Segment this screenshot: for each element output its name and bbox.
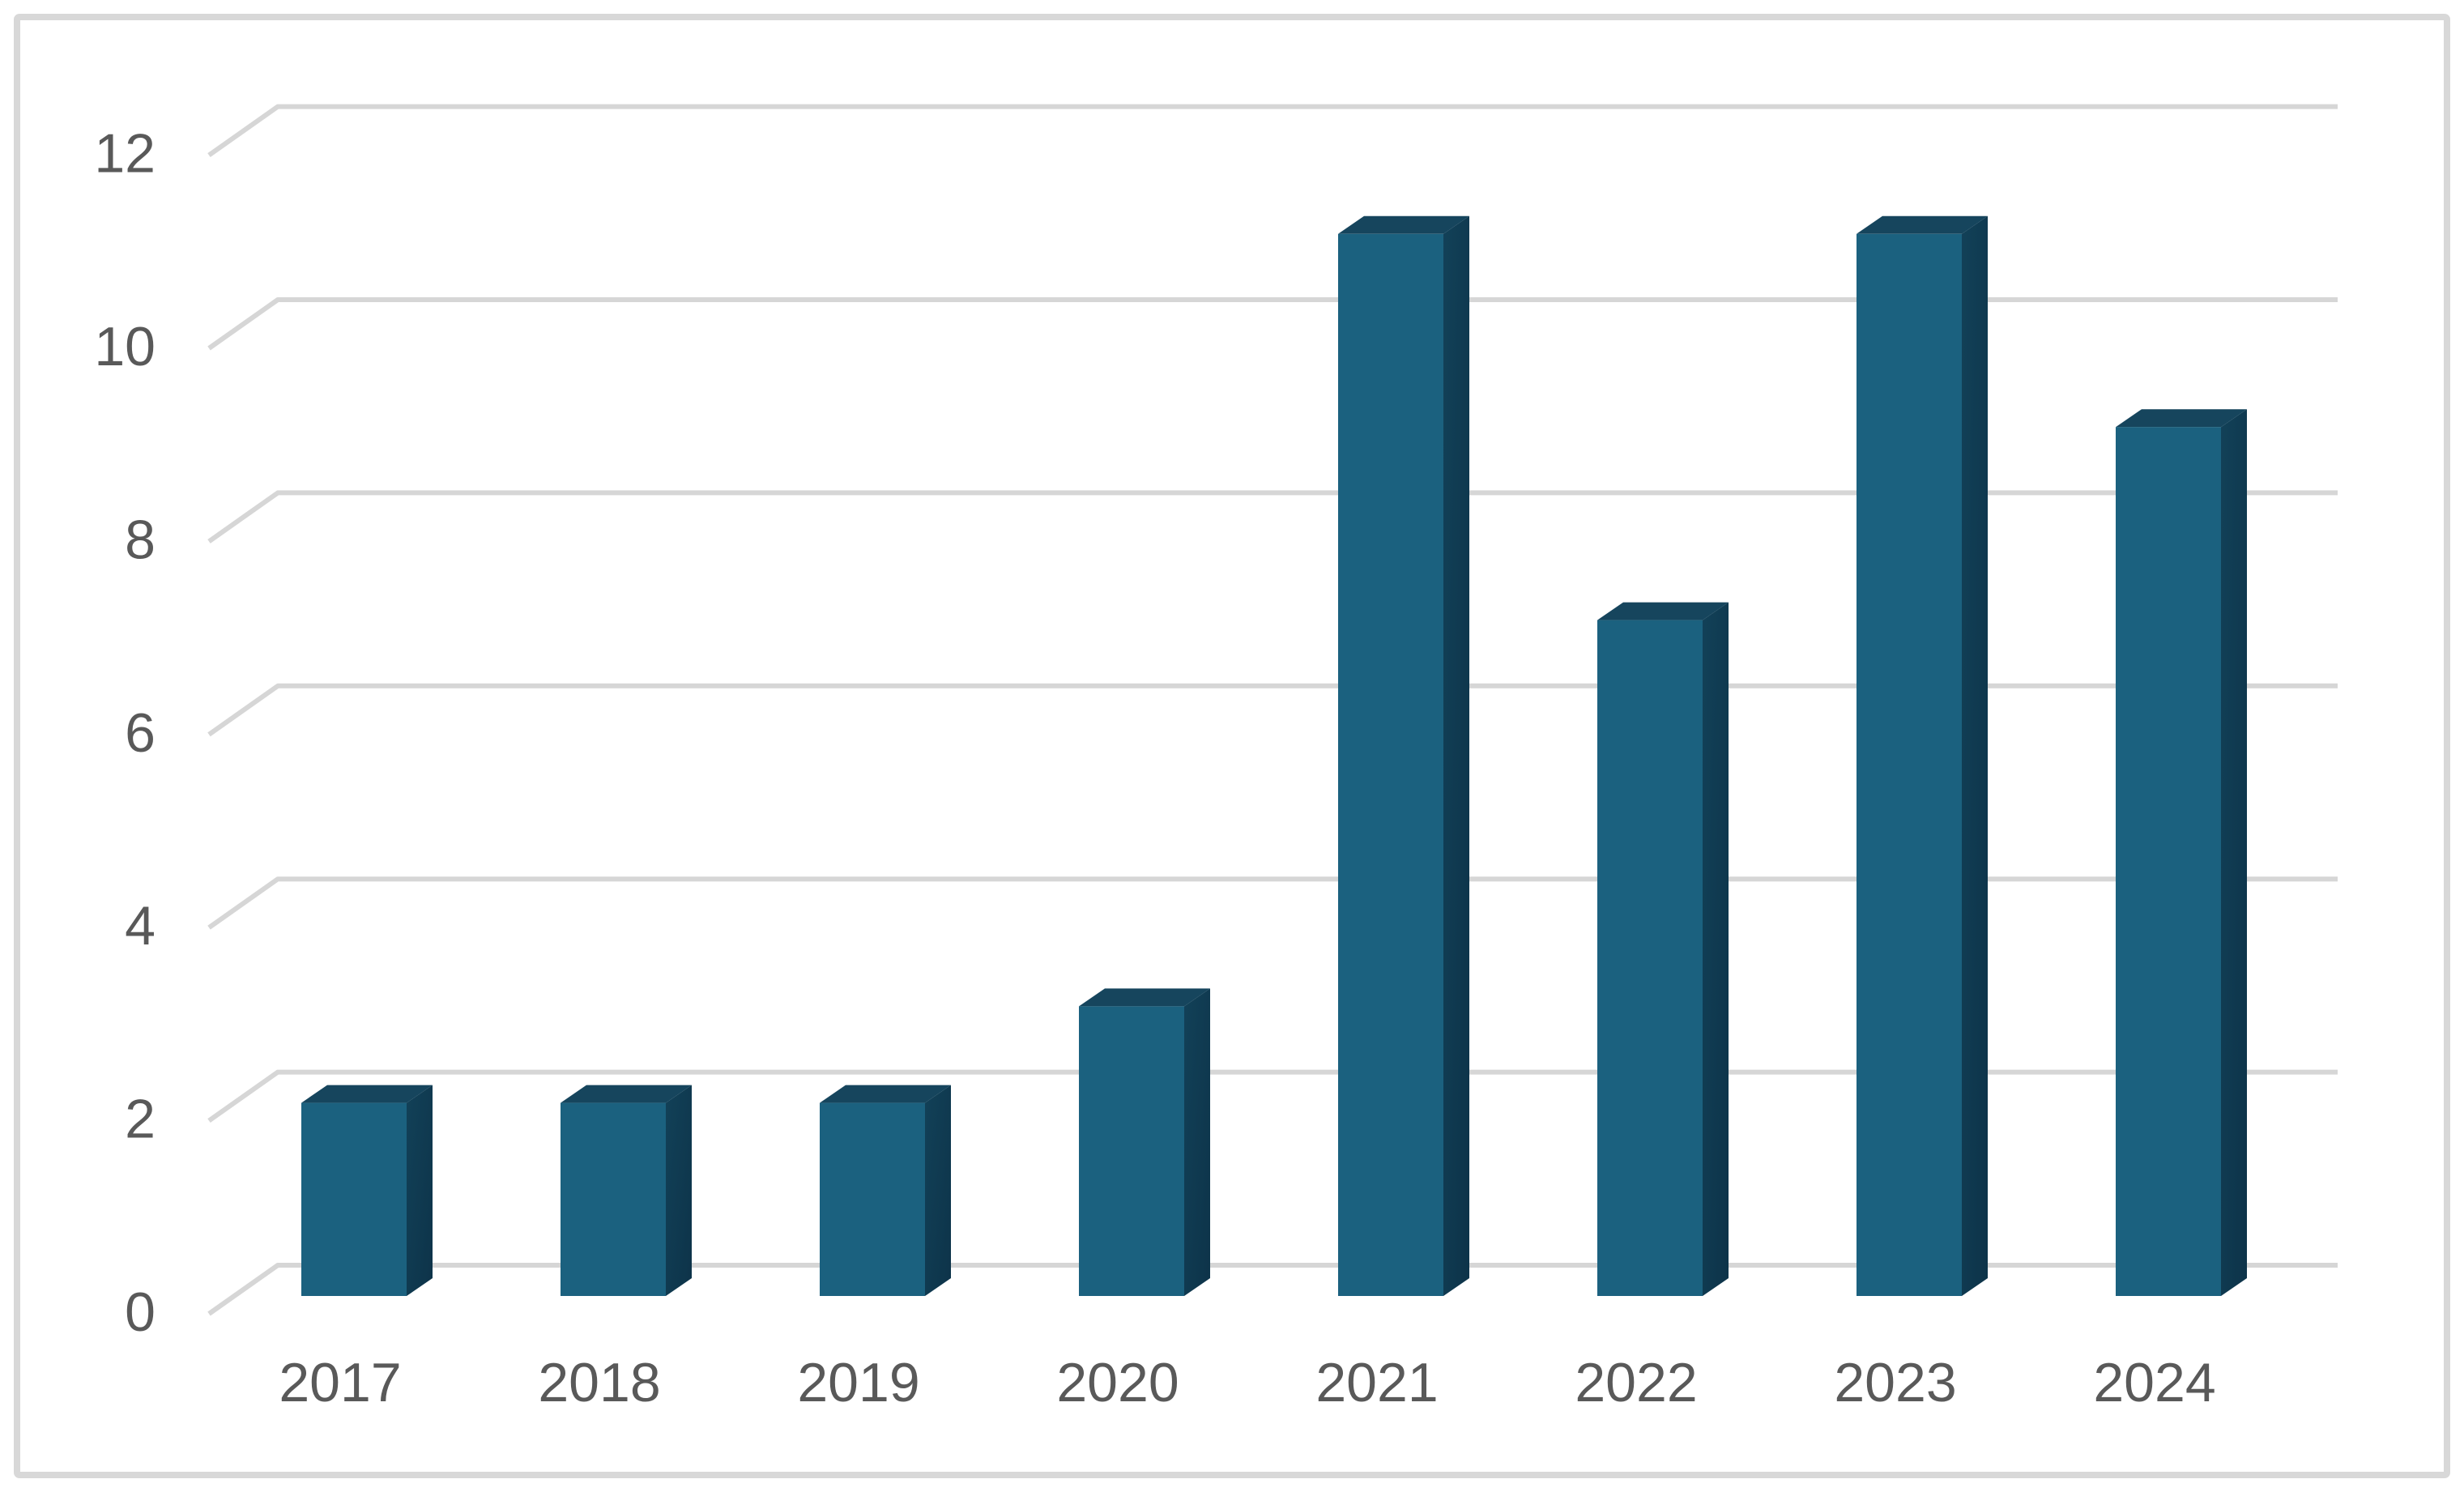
bar-side-face [1443,215,1469,1296]
chart-frame [14,14,2450,1478]
x-axis-label: 2022 [1575,1352,1697,1413]
bar-2020 [1079,988,1210,1296]
bar-top-face [2116,409,2247,428]
bar-side-face [2221,409,2247,1297]
y-axis-label: 10 [94,316,156,377]
bar-front-face [1857,233,1962,1296]
bar-2018 [561,1085,692,1296]
bar-top-face [820,1085,951,1103]
x-axis-label: 2019 [797,1352,919,1413]
bar-top-face [301,1085,433,1103]
bar-front-face [1079,1006,1184,1296]
bar-front-face [561,1102,666,1296]
bar-top-face [1857,215,1988,234]
gridline-8 [207,490,2338,544]
bar-2017 [301,1085,433,1296]
y-axis-label: 6 [125,702,156,764]
x-axis-label: 2024 [2093,1352,2215,1413]
bar-2023 [1857,215,1988,1296]
bar-top-face [1597,602,1729,620]
bar-top-face [1338,215,1469,234]
gridline-10 [207,297,2338,351]
gridline-12 [207,104,2338,158]
bar-2024 [2116,409,2247,1297]
bar-side-face [1703,602,1729,1296]
y-axis-label: 4 [125,895,156,957]
x-axis-label: 2017 [279,1352,401,1413]
bar-side-face [407,1085,433,1296]
bar-side-face [925,1085,951,1296]
bar-top-face [1079,988,1210,1007]
bar-side-face [1184,988,1210,1296]
bar-2021 [1338,215,1469,1296]
bar-top-face [561,1085,692,1103]
x-axis-label: 2021 [1315,1352,1438,1413]
bar-front-face [1597,620,1703,1296]
bar-2019 [820,1085,951,1296]
bars [301,215,2247,1297]
bar-front-face [301,1102,407,1296]
bar-front-face [820,1102,925,1296]
x-axis-labels: 2017 2018 2019 2020 2021 2022 2023 2024 [279,1352,2215,1413]
bar-front-face [1338,233,1443,1296]
bar-side-face [1962,215,1988,1296]
y-axis-label: 2 [125,1089,156,1150]
y-axis-label: 8 [125,509,156,570]
y-axis-labels: 0 2 4 6 8 10 12 [94,123,156,1343]
x-axis-label: 2020 [1056,1352,1179,1413]
bar-2022 [1597,602,1729,1296]
y-axis-label: 0 [125,1281,156,1343]
x-axis-label: 2018 [538,1352,660,1413]
y-axis-label: 12 [94,123,156,185]
bar-side-face [666,1085,692,1296]
bar-front-face [2116,427,2221,1297]
x-axis-label: 2023 [1834,1352,1956,1413]
